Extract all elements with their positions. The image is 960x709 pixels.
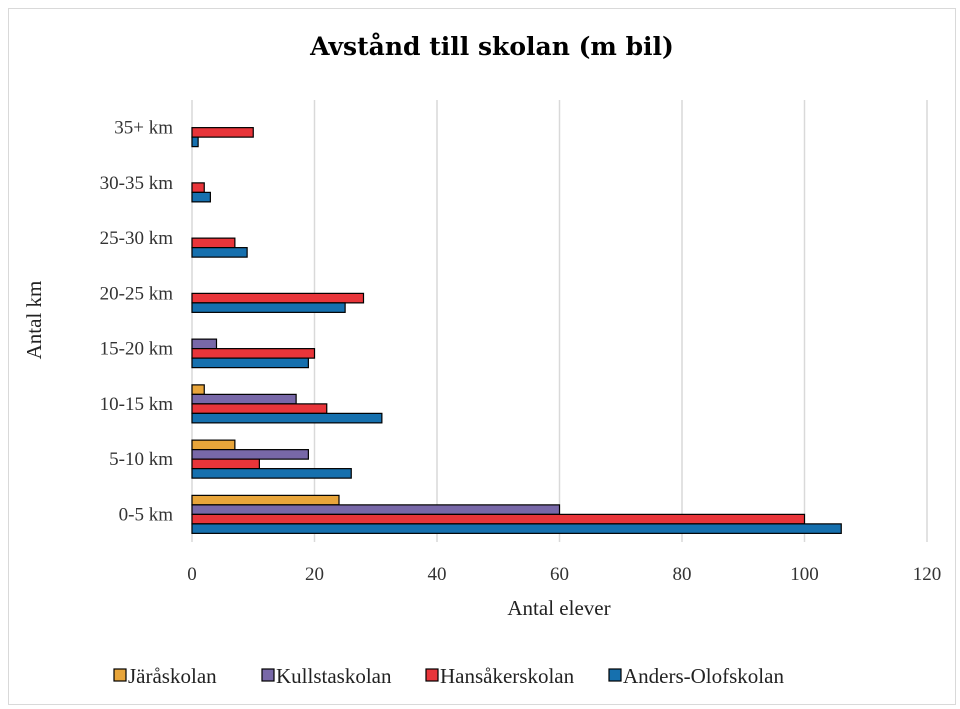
bar-hans-kerskolan-7	[191, 127, 254, 138]
bar-kullstaskolan-0	[191, 504, 561, 515]
bar-hans-kerskolan-0	[191, 513, 806, 525]
legend: Järåskolan Kullstaskolan Hansåkerskolan And…	[113, 664, 784, 688]
chart-title: Avstånd till skolan (m bil)	[309, 32, 674, 61]
bar-kullstaskolan-1	[191, 449, 309, 460]
chart-frame	[8, 8, 956, 705]
legend-swatch	[113, 668, 127, 682]
x-axis-label: Antal elever	[507, 596, 610, 620]
y-tick-labels: 0-5 km 5-10 km 10-15 km 15-20 km 20-25 km 25-…	[100, 118, 174, 526]
x-tick-label: 0	[187, 564, 197, 585]
x-tick-labels: 0 20 40 60 80 100 120	[187, 564, 941, 585]
y-tick-label: 15-20 km	[100, 339, 174, 360]
bar-j-r-skolan-1	[191, 439, 236, 451]
bar-kullstaskolan-3	[191, 338, 218, 350]
x-tick-label: 60	[550, 564, 569, 585]
legend-label: Kullstaskolan	[276, 664, 392, 688]
bar-hans-kerskolan-2	[191, 403, 328, 414]
bar-hans-kerskolan-1	[191, 458, 260, 470]
x-tick-label: 120	[913, 564, 942, 585]
legend-label: Järåskolan	[128, 664, 217, 688]
bar-anders-olofskolan-2	[191, 412, 383, 424]
bar-anders-olofskolan-0	[191, 523, 842, 534]
y-axis-label: Antal km	[22, 281, 46, 360]
y-tick-label: 5-10 km	[109, 449, 173, 470]
bar-anders-olofskolan-1	[191, 468, 352, 479]
bar-j-r-skolan-0	[191, 494, 340, 506]
bars	[191, 127, 842, 534]
y-tick-label: 0-5 km	[119, 504, 174, 525]
y-tick-label: 30-35 km	[100, 173, 174, 194]
bar-kullstaskolan-2	[191, 393, 297, 405]
x-tick-label: 20	[305, 564, 324, 585]
legend-swatch	[608, 668, 622, 682]
legend-label: Hansåkerskolan	[440, 664, 575, 688]
bar-anders-olofskolan-6	[191, 191, 211, 203]
legend-label: Anders-Olofskolan	[623, 664, 784, 688]
bar-j-r-skolan-2	[191, 384, 205, 395]
bar-hans-kerskolan-3	[191, 348, 316, 359]
y-tick-label: 10-15 km	[100, 394, 174, 415]
y-tick-label: 20-25 km	[100, 283, 174, 304]
y-tick-label: 35+ km	[114, 118, 173, 139]
x-tick-label: 100	[790, 564, 819, 585]
bar-anders-olofskolan-5	[191, 247, 248, 258]
bar-hans-kerskolan-6	[191, 182, 205, 193]
x-tick-label: 80	[673, 564, 692, 585]
bar-anders-olofskolan-3	[191, 357, 309, 369]
x-tick-label: 40	[428, 564, 447, 585]
y-tick-label: 25-30 km	[100, 228, 174, 249]
legend-swatch	[425, 668, 439, 682]
bar-anders-olofskolan-4	[191, 302, 346, 313]
bar-anders-olofskolan-7	[191, 136, 199, 148]
bar-hans-kerskolan-5	[191, 237, 236, 249]
legend-swatch	[261, 668, 275, 682]
bar-hans-kerskolan-4	[191, 292, 365, 304]
